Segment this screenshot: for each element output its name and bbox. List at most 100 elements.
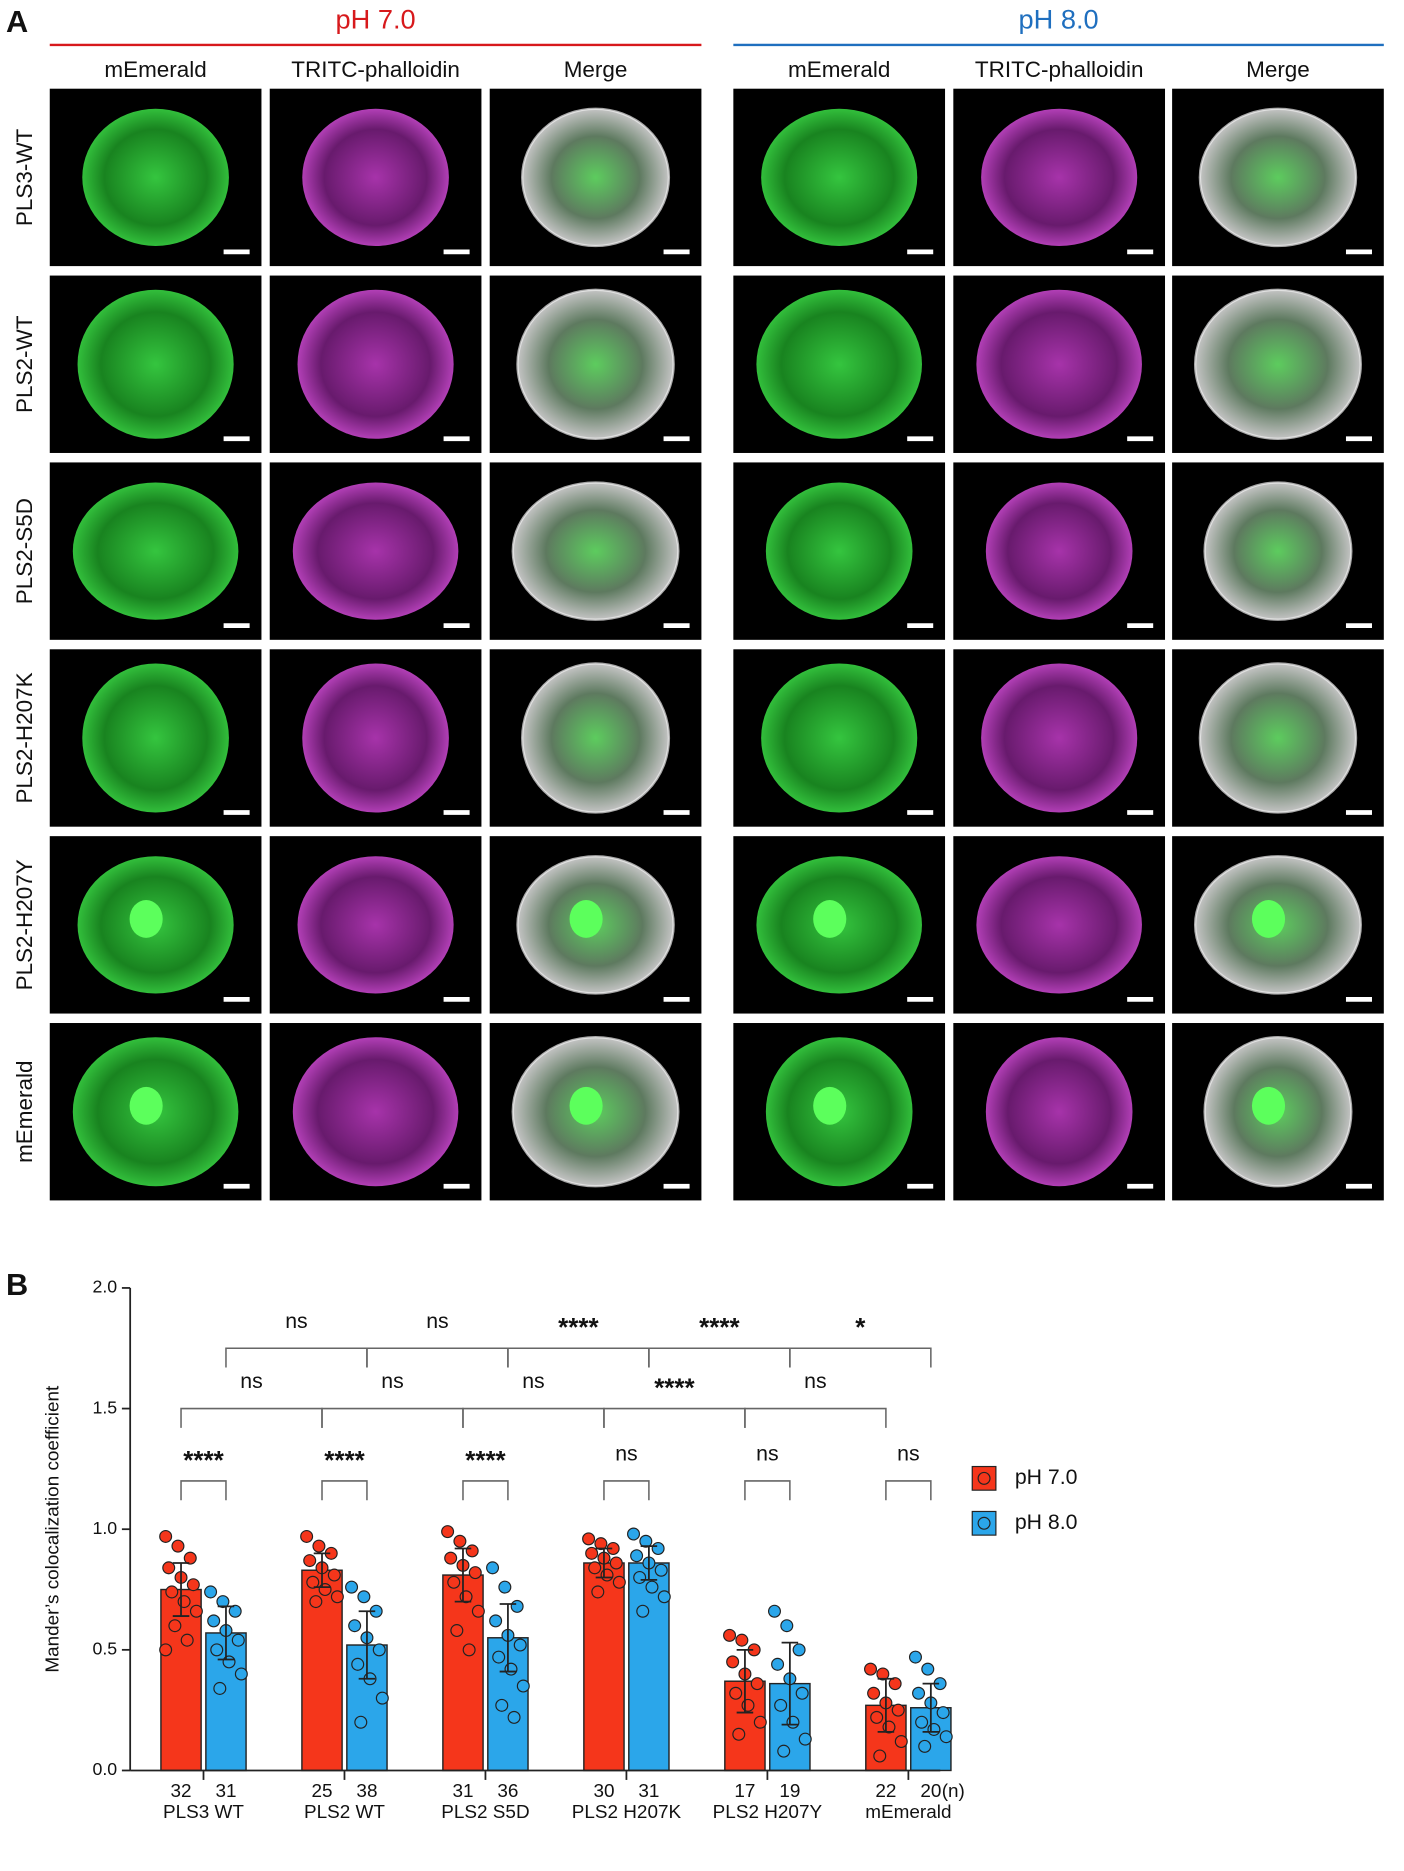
data-point [207,1614,221,1628]
significance-label: ns [426,1309,448,1333]
cell [976,856,1142,994]
data-point [795,1686,809,1700]
cell [522,108,669,246]
cell [297,856,454,994]
significance-bracket [462,1480,509,1501]
significance-bracket [180,1407,323,1428]
group-title: pH 8.0 [1019,3,1099,34]
data-point [231,1633,245,1647]
nucleus [1251,1086,1286,1125]
group-title: pH 7.0 [336,3,416,34]
data-point [495,1698,509,1712]
panel-label: A [6,4,28,39]
data-point [639,1534,653,1548]
data-point [498,1580,512,1594]
data-point [627,1527,641,1541]
cell [1195,289,1361,439]
legend-label: pH 7.0 [1015,1465,1078,1489]
data-point [162,1561,176,1575]
bar [583,1562,625,1772]
data-point [306,1575,320,1589]
data-point [471,1604,485,1618]
n-label: 25 [311,1781,332,1802]
cell [522,663,669,813]
data-point [345,1580,359,1594]
data-point [312,1539,326,1553]
data-point [513,1638,527,1652]
cell [297,289,454,439]
data-point [936,1706,950,1720]
cell [761,663,918,813]
n-label: 20 [920,1781,941,1802]
data-point [798,1732,812,1746]
y-axis-label: Mander’s colocalization coefficient [42,1385,63,1673]
significance-label: ns [240,1369,262,1393]
nucleus [569,900,603,938]
x-tick-label: PLS2 WT [303,1802,385,1823]
data-point [327,1568,341,1582]
data-point [450,1624,464,1638]
cell [292,482,459,620]
cell [302,108,449,246]
column-label: Merge [564,57,628,82]
data-point [732,1727,746,1741]
data-point [300,1529,314,1543]
x-tick-label-box: PLS3 WT [163,1802,244,1822]
data-point [222,1655,236,1669]
nucleus [569,1086,603,1125]
x-tick-label: PLS2 H207K [571,1802,682,1823]
data-point [927,1722,941,1736]
data-point [786,1715,800,1729]
data-point [228,1604,242,1618]
significance-label: * [855,1312,866,1342]
data-point [651,1542,665,1556]
legend-label: pH 8.0 [1015,1510,1078,1534]
x-tick-label: PLS2 S5D [441,1802,530,1823]
significance-label: ns [897,1442,919,1466]
data-point [462,1643,476,1657]
cell [77,289,234,439]
data-point [591,1585,605,1599]
data-point [585,1546,599,1560]
data-point [915,1715,929,1729]
data-point [636,1604,650,1618]
data-point [309,1595,323,1609]
data-point [876,1667,890,1681]
significance-bracket [321,1480,368,1501]
data-point [351,1657,365,1671]
data-point [741,1698,755,1712]
data-point [489,1614,503,1628]
significance-label: **** [558,1312,599,1342]
data-point [753,1715,767,1729]
data-point [189,1604,203,1618]
cell [82,663,229,813]
cell-edge [516,855,675,995]
cell [765,482,913,620]
data-point [168,1619,182,1633]
cell-edge [1193,855,1362,995]
cell-edge [1203,481,1353,621]
significance-bracket [648,1347,791,1368]
significance-label: **** [183,1445,224,1475]
data-point [375,1691,389,1705]
data-point [159,1643,173,1657]
data-point [171,1539,185,1553]
data-point [213,1681,227,1695]
data-point [441,1525,455,1539]
data-point [771,1657,785,1671]
x-tick-label: mEmerald [865,1802,952,1823]
n-label: 22 [875,1781,896,1802]
data-point [492,1650,506,1664]
n-label: 36 [497,1781,518,1802]
column-label: Merge [1246,57,1310,82]
n-label: 31 [215,1781,236,1802]
row-label: PLS2-H207K [12,672,37,803]
data-point [582,1532,596,1546]
data-point [633,1570,647,1584]
data-point [465,1544,479,1558]
data-point [180,1633,194,1647]
cell [756,289,922,439]
data-point [729,1686,743,1700]
data-point [600,1568,614,1582]
x-tick-label-box: PLS2 H207Y [713,1802,822,1822]
